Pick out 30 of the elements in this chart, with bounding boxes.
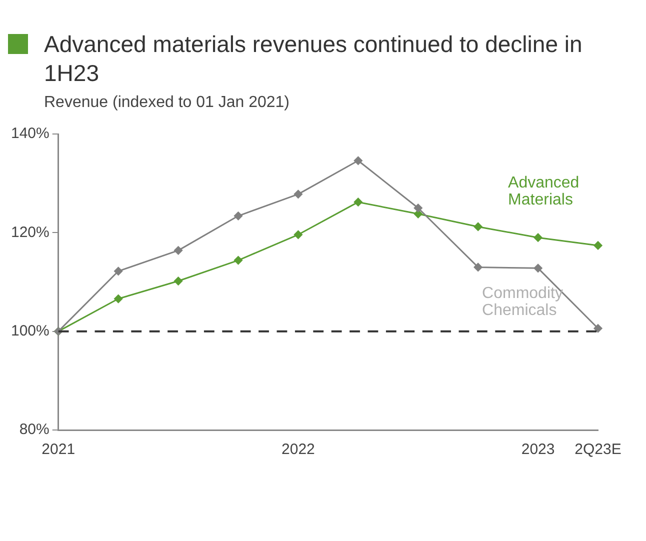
chart-subtitle: Revenue (indexed to 01 Jan 2021) xyxy=(44,94,291,112)
point xyxy=(294,230,302,239)
point xyxy=(234,212,242,220)
x-tick-label: 2022 xyxy=(282,441,315,458)
point xyxy=(294,190,302,198)
point xyxy=(114,266,123,276)
y-tick-label: 120% xyxy=(10,224,50,241)
y-tick-label: 140% xyxy=(10,125,50,142)
y-tick-label: 100% xyxy=(10,322,50,340)
point xyxy=(474,222,482,231)
point xyxy=(354,156,362,165)
series-label: Advanced Materials xyxy=(508,174,580,209)
point xyxy=(174,246,183,255)
point xyxy=(114,294,123,304)
point xyxy=(414,210,422,218)
x-tick-label: 2021 xyxy=(42,441,76,458)
point xyxy=(594,241,602,250)
x-tick-label: 2Q23E xyxy=(574,441,622,458)
chart-title: Advanced materials revenues continued to decline in 1H23 xyxy=(44,30,584,88)
point xyxy=(534,264,542,272)
y-tick-label: 80% xyxy=(19,421,50,438)
series-label: Commodity Chemicals xyxy=(482,285,563,320)
point xyxy=(234,256,242,265)
point xyxy=(534,233,542,242)
point xyxy=(174,276,183,286)
point xyxy=(354,198,362,206)
x-tick-label: 2023 xyxy=(521,441,555,458)
point xyxy=(594,324,602,333)
point xyxy=(414,204,422,212)
point xyxy=(474,262,482,272)
